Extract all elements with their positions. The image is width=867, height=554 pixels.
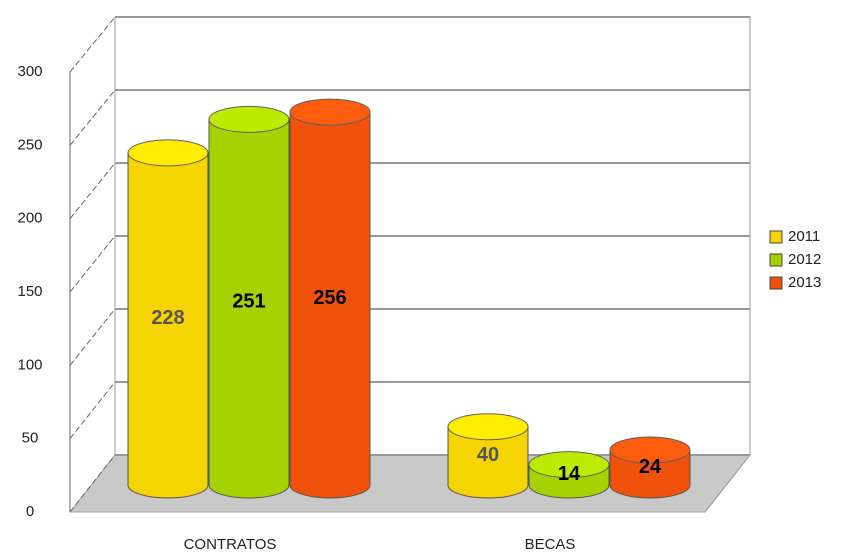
cylinder-top	[528, 451, 610, 479]
side-grid-line	[69, 381, 116, 439]
floor-edge	[704, 454, 751, 513]
cylinder-top	[609, 436, 691, 464]
cylinder-top	[289, 98, 371, 126]
value-label: 24	[639, 456, 662, 478]
value-label: 14	[558, 463, 581, 485]
legend-label: 2013	[788, 274, 821, 291]
cylinder-top	[208, 105, 290, 133]
y-tick-label: 50	[22, 430, 39, 447]
cylinder	[127, 152, 209, 499]
x-tick-label: CONTRATOS	[184, 536, 277, 553]
y-tick-label: 250	[17, 136, 42, 153]
y-tick-label: 150	[17, 283, 42, 300]
legend-label: 2011	[788, 228, 820, 245]
value-label: 251	[232, 290, 265, 312]
side-grid-line	[69, 16, 116, 73]
cylinder	[208, 118, 290, 499]
side-grid-line	[69, 89, 116, 146]
y-tick-label: 200	[17, 210, 42, 227]
cylinder	[609, 449, 691, 499]
side-grid-line	[69, 162, 116, 219]
cylinder-top	[447, 413, 529, 441]
legend-swatch	[769, 276, 783, 290]
y-tick-label: 300	[17, 63, 42, 80]
legend-label: 2012	[788, 251, 821, 268]
side-grid-line	[69, 235, 116, 293]
y-tick-label: 100	[17, 356, 42, 373]
value-label: 40	[477, 444, 499, 466]
cylinder	[447, 426, 529, 499]
legend-swatch	[769, 253, 783, 267]
y-tick-label: 0	[26, 503, 34, 520]
value-label: 256	[313, 287, 346, 309]
cylinder-top	[127, 139, 209, 167]
value-label: 228	[151, 307, 184, 329]
side-grid-line	[69, 454, 116, 513]
side-grid-line	[69, 308, 116, 366]
cylinder	[289, 111, 371, 499]
x-tick-label: BECAS	[525, 536, 576, 553]
legend-swatch	[769, 230, 783, 244]
